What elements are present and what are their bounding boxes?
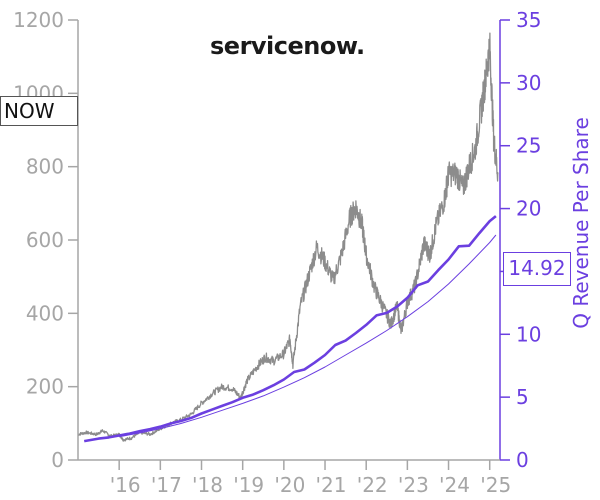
x-tick-label: '22	[357, 473, 388, 497]
left-tick-label: 600	[26, 228, 64, 252]
right-tick-label: 35	[516, 8, 541, 32]
price-line	[77, 32, 499, 442]
latest-value-badge: 14.92	[503, 252, 571, 286]
right-tick-label: 10	[516, 322, 541, 346]
right-tick-label: 0	[516, 448, 529, 472]
left-tick-label: 400	[26, 301, 64, 325]
y-axis-right-label: Q Revenue Per Share	[569, 117, 593, 329]
ticker-label: NOW	[0, 96, 78, 126]
x-tick-label: '24	[439, 473, 470, 497]
right-tick-label: 20	[516, 197, 541, 221]
revenue-series-layer	[83, 215, 497, 443]
x-tick-label: '16	[110, 473, 141, 497]
x-tick-label: '17	[151, 473, 182, 497]
left-tick-label: 1200	[13, 8, 64, 32]
x-tick-label: '21	[316, 473, 347, 497]
servicenow-logo: servicenow.	[210, 32, 365, 60]
left-tick-label: 800	[26, 155, 64, 179]
x-axis: '16 '17 '18 '19 '20 '21 '22 '23 '24 '25	[78, 459, 511, 497]
left-tick-label: 0	[51, 448, 64, 472]
price-series-layer	[77, 32, 499, 442]
right-tick-label: 25	[516, 134, 541, 158]
revenue-per-share-line	[83, 215, 497, 443]
right-axis: 05101520253035	[499, 8, 541, 472]
right-tick-label: 5	[516, 385, 529, 409]
revenue-trend-line	[119, 234, 497, 438]
x-tick-label: '18	[192, 473, 223, 497]
x-tick-label: '23	[398, 473, 429, 497]
x-tick-label: '20	[274, 473, 305, 497]
x-tick-label: '25	[480, 473, 511, 497]
right-tick-label: 30	[516, 71, 541, 95]
x-tick-label: '19	[233, 473, 264, 497]
left-tick-label: 200	[26, 375, 64, 399]
